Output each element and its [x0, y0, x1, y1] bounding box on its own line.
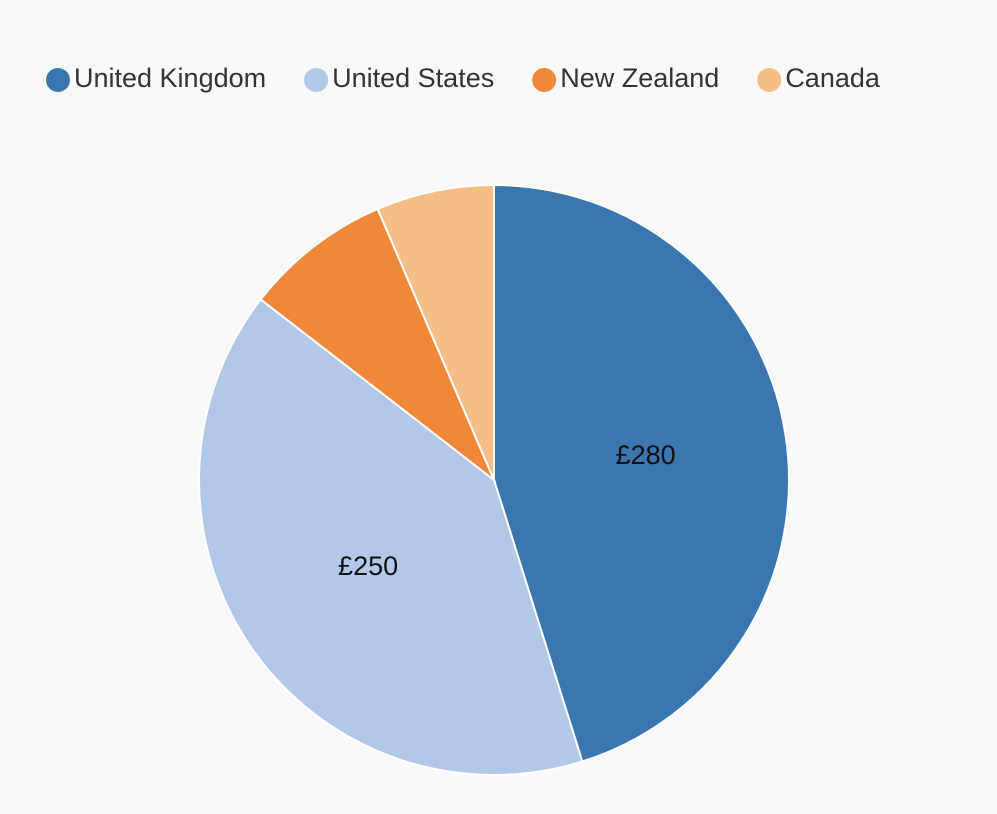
pie-slice: [493, 183, 790, 763]
legend-swatch: [304, 68, 329, 92]
legend-label: United Kingdom: [74, 63, 266, 93]
legend-swatch: [46, 68, 70, 92]
legend: United Kingdom United States New Zealand Ca…: [46, 63, 881, 93]
legend-label: United States: [332, 63, 494, 93]
value-label: £280: [616, 440, 676, 470]
value-label: £250: [338, 551, 398, 581]
legend-swatch: [757, 68, 782, 92]
legend-label: New Zealand: [560, 63, 719, 93]
pie-slice: [198, 298, 584, 776]
legend-label: Canada: [785, 63, 881, 93]
pie-slice: [376, 183, 495, 481]
pie: £280 £250: [198, 183, 790, 776]
pie-slice: [259, 207, 497, 484]
legend-swatch: [532, 68, 557, 92]
